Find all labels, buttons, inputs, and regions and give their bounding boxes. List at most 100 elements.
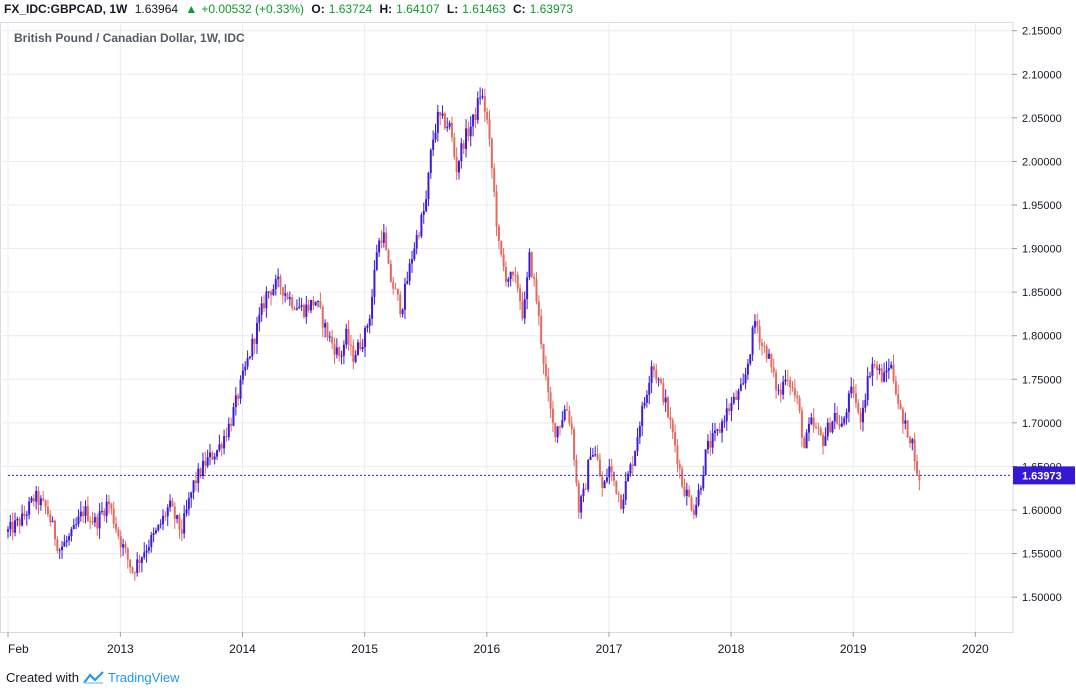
- candle-body: [857, 402, 860, 413]
- candle-body: [171, 500, 174, 507]
- candle-body: [519, 288, 522, 302]
- candle-body: [326, 322, 329, 338]
- candle-body: [629, 464, 632, 474]
- candle-body: [568, 410, 571, 424]
- plot-border: [0, 22, 1014, 633]
- candle-body: [608, 466, 611, 478]
- candle-body: [624, 481, 627, 500]
- x-tick-label: 2015: [351, 642, 378, 656]
- candle-body: [425, 199, 428, 211]
- symbol-title[interactable]: FX_IDC:GBPCAD, 1W: [4, 2, 128, 16]
- candle-body: [744, 374, 747, 384]
- candle-body: [864, 399, 867, 408]
- candle-body: [439, 111, 442, 116]
- candle-body: [333, 343, 336, 355]
- candle-body: [563, 409, 566, 420]
- candle-body: [504, 267, 507, 282]
- candle-body: [368, 318, 371, 326]
- candle-body: [436, 111, 439, 133]
- candle-body: [645, 394, 648, 403]
- candle-body: [86, 506, 89, 521]
- candle-body: [96, 517, 99, 529]
- candle-body: [908, 437, 911, 444]
- tradingview-brand: TradingView: [107, 670, 180, 685]
- candle-body: [263, 303, 266, 309]
- candle-body: [385, 232, 388, 251]
- candle-body: [328, 336, 331, 338]
- candle-body: [843, 418, 846, 424]
- candle-body: [756, 321, 759, 327]
- candle-body: [566, 409, 569, 411]
- candle-body: [728, 408, 731, 412]
- candle-body: [822, 434, 825, 446]
- x-tick-label: 2019: [840, 642, 867, 656]
- candle-body: [204, 460, 207, 466]
- candle-body: [237, 395, 240, 399]
- candle-body: [521, 301, 524, 319]
- candle-body: [432, 139, 435, 150]
- candle-body: [742, 383, 745, 385]
- candle-body: [255, 322, 258, 344]
- candle-body: [730, 403, 733, 412]
- candle-body: [72, 524, 75, 530]
- candle-body: [544, 364, 547, 377]
- candle-body: [803, 437, 806, 449]
- tradingview-link[interactable]: TradingView: [83, 670, 180, 685]
- low-value: 1.61463: [462, 2, 506, 16]
- candle-body: [678, 464, 681, 469]
- chart-area[interactable]: 2.15000 2.10000 2.05000 2.00000 1.95000 1.900…: [0, 22, 1076, 662]
- candle-body: [178, 515, 181, 530]
- candle-body: [206, 457, 209, 466]
- candle-body: [655, 369, 658, 380]
- candle-body: [497, 226, 500, 241]
- candle-body: [387, 250, 390, 264]
- candle-body: [631, 464, 634, 466]
- candle-body: [786, 379, 789, 381]
- candle-body: [375, 252, 378, 270]
- candle-body: [735, 396, 738, 400]
- candle-body: [765, 346, 768, 359]
- y-tick-label: 2.15000: [1022, 26, 1062, 38]
- x-tick-label: 2016: [473, 642, 500, 656]
- candle-body: [35, 490, 38, 502]
- candle-body: [509, 272, 512, 280]
- candle-body: [63, 542, 66, 547]
- candle-body: [551, 408, 554, 423]
- candle-body: [512, 272, 515, 275]
- candle-body: [782, 381, 785, 395]
- candle-body: [667, 397, 670, 418]
- candle-body: [429, 149, 432, 173]
- candle-body: [218, 444, 221, 451]
- candle-body: [697, 489, 700, 505]
- candle-body: [173, 506, 176, 520]
- candle-body: [284, 293, 287, 296]
- candle-body: [220, 444, 223, 449]
- candle-body: [310, 299, 313, 311]
- candle-body: [302, 304, 305, 317]
- candle-body: [589, 456, 592, 460]
- candle-body: [702, 474, 705, 489]
- candle-body: [338, 347, 341, 356]
- candle-body: [688, 489, 691, 497]
- candle-body: [279, 276, 282, 288]
- last-price-tag-label: 1.63973: [1022, 470, 1062, 482]
- candle-body: [434, 132, 437, 140]
- candle-body: [197, 468, 200, 484]
- candlestick-chart[interactable]: 2.15000 2.10000 2.05000 2.00000 1.95000 1.900…: [0, 22, 1076, 662]
- candle-body: [37, 490, 40, 506]
- candle-body: [223, 436, 226, 449]
- candle-body: [44, 500, 47, 507]
- candle-body: [98, 511, 101, 529]
- candle-body: [829, 422, 832, 433]
- change-arrow-icon: ▲: [185, 2, 198, 16]
- candle-body: [768, 353, 771, 359]
- candle-body: [281, 287, 284, 296]
- candle-body: [89, 520, 92, 522]
- y-tick-label: 1.70000: [1022, 418, 1062, 430]
- candle-body: [723, 421, 726, 423]
- candle-body: [674, 432, 677, 446]
- candle-body: [82, 511, 85, 517]
- candle-body: [845, 412, 848, 419]
- candle-body: [760, 342, 763, 346]
- candle-body: [317, 301, 320, 303]
